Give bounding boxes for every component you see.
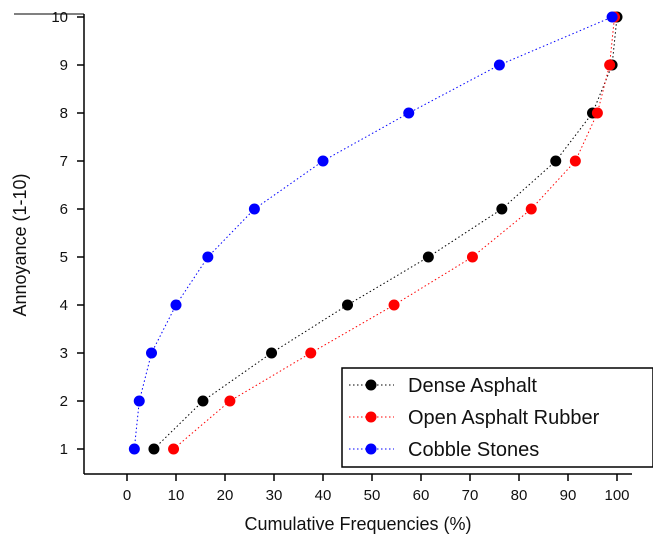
- y-tick-label: 4: [60, 297, 68, 314]
- series-lines: [133, 16, 618, 450]
- legend-marker: [365, 379, 377, 391]
- data-point: [422, 251, 434, 263]
- series-line: [133, 16, 613, 450]
- data-point: [197, 395, 209, 407]
- data-point: [591, 107, 603, 119]
- y-tick-label: 5: [60, 249, 68, 266]
- y-tick-label: 3: [60, 345, 68, 362]
- legend-label: Cobble Stones: [408, 439, 539, 461]
- data-point: [133, 395, 145, 407]
- data-point: [168, 443, 180, 455]
- legend-label: Dense Asphalt: [408, 375, 537, 397]
- x-tick-label: 50: [364, 487, 381, 504]
- x-tick-label: 0: [123, 487, 131, 504]
- data-point: [388, 299, 400, 311]
- data-point: [317, 155, 329, 167]
- data-point: [266, 347, 278, 359]
- legend-label: Open Asphalt Rubber: [408, 407, 600, 429]
- x-tick-label: 60: [413, 487, 430, 504]
- y-tick-label: 2: [60, 393, 68, 410]
- data-point: [128, 443, 140, 455]
- series-points: [128, 11, 623, 455]
- ticks: 0 10 20 30 40 50 60 70 80 90 100 1 2 3 4 5 6 7 8 9 10: [51, 9, 629, 504]
- data-point: [342, 299, 353, 311]
- data-point: [148, 443, 160, 455]
- x-tick-label: 100: [604, 487, 629, 504]
- data-point: [496, 203, 508, 215]
- legend-marker: [365, 443, 377, 455]
- legend-marker: [365, 411, 377, 423]
- y-tick-label: 8: [60, 105, 68, 122]
- x-axis-title: Cumulative Frequencies (%): [244, 514, 471, 534]
- data-point: [224, 395, 236, 407]
- x-tick-label: 10: [168, 487, 185, 504]
- series-line: [153, 16, 618, 450]
- y-tick-label: 7: [60, 153, 68, 170]
- data-point: [569, 155, 581, 167]
- x-tick-label: 80: [511, 487, 528, 504]
- data-point: [248, 203, 260, 215]
- series-line: [173, 16, 615, 450]
- data-point: [606, 11, 618, 23]
- y-tick-label: 9: [60, 57, 68, 74]
- y-tick-label: 6: [60, 201, 68, 218]
- data-point: [202, 251, 214, 263]
- x-tick-label: 30: [266, 487, 283, 504]
- data-point: [146, 347, 157, 359]
- legend: Dense Asphalt Open Asphalt Rubber Cobble S…: [341, 367, 653, 468]
- data-point: [403, 107, 415, 119]
- data-point: [604, 59, 616, 71]
- x-tick-label: 70: [462, 487, 479, 504]
- data-point: [493, 59, 505, 71]
- data-point: [466, 251, 478, 263]
- x-tick-label: 90: [560, 487, 577, 504]
- y-tick-label: 10: [51, 9, 68, 26]
- data-point: [170, 299, 182, 311]
- x-tick-label: 40: [315, 487, 332, 504]
- y-tick-label: 1: [60, 441, 68, 458]
- x-tick-label: 20: [217, 487, 234, 504]
- data-point: [305, 347, 317, 359]
- data-point: [525, 203, 537, 215]
- data-point: [550, 155, 562, 167]
- y-axis-title: Annoyance (1-10): [10, 173, 30, 316]
